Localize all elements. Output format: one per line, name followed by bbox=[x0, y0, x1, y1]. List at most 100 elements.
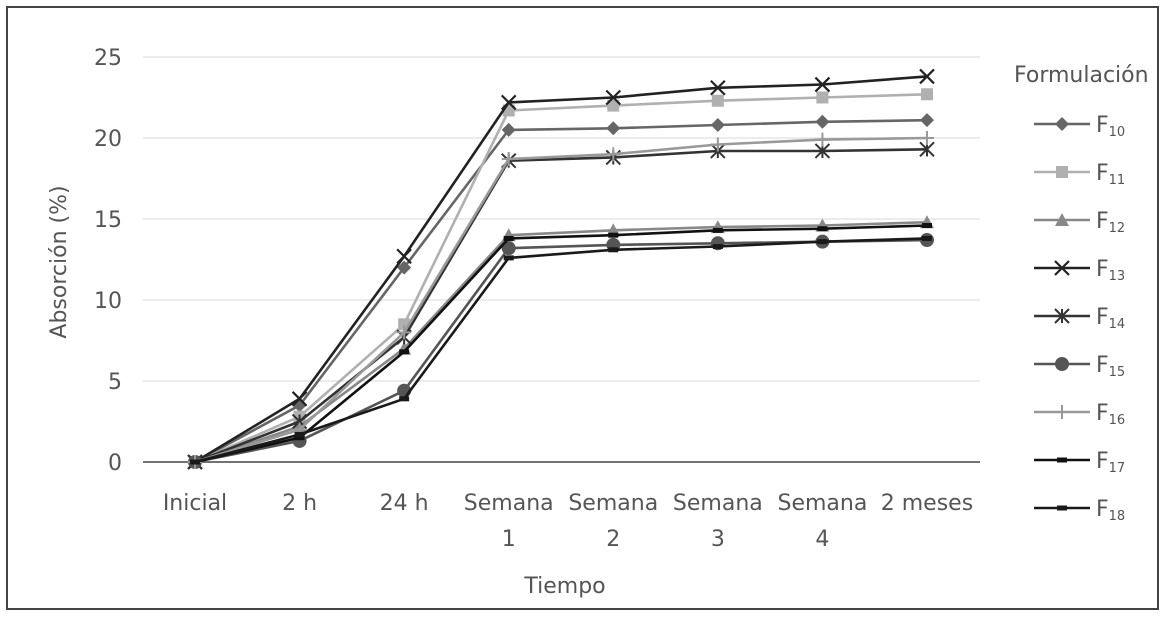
legend-item-f13[interactable]: F13 bbox=[1034, 257, 1125, 284]
legend-label-main: F bbox=[1096, 113, 1109, 138]
y-tick-label: 0 bbox=[108, 451, 122, 476]
data-point bbox=[606, 147, 621, 162]
x-tick-label: 3 bbox=[711, 527, 725, 552]
data-point bbox=[606, 121, 621, 136]
data-point bbox=[919, 68, 935, 85]
data-point bbox=[399, 396, 410, 402]
legend-marker bbox=[1054, 260, 1070, 276]
series-f13 bbox=[187, 68, 935, 470]
legend-label-main: F bbox=[1096, 257, 1109, 282]
data-point bbox=[291, 391, 308, 407]
data-point bbox=[502, 104, 515, 117]
x-tick-label: Semana bbox=[464, 491, 554, 516]
legend-marker bbox=[1055, 213, 1069, 226]
data-point bbox=[501, 122, 516, 137]
data-point bbox=[921, 222, 932, 228]
y-tick-label: 25 bbox=[94, 46, 122, 71]
legend-label-subscript: 11 bbox=[1109, 173, 1126, 188]
data-point bbox=[920, 88, 933, 101]
x-tick-label: Semana bbox=[568, 491, 658, 516]
data-point bbox=[921, 235, 932, 241]
x-tick-label: 1 bbox=[502, 527, 516, 552]
legend-item-f18[interactable]: F18 bbox=[1034, 497, 1125, 524]
y-tick-label: 15 bbox=[94, 208, 122, 233]
legend-label-main: F bbox=[1096, 161, 1109, 186]
data-point bbox=[816, 91, 829, 104]
y-axis-title: Absorción (%) bbox=[47, 185, 72, 338]
legend-label: F11 bbox=[1096, 161, 1125, 188]
x-tick-labels: Inicial 2 h 24 h Semana 1 Semana 2 Semana 3 Seman… bbox=[163, 491, 973, 552]
legend-label-subscript: 18 bbox=[1109, 509, 1126, 524]
data-point bbox=[815, 114, 830, 129]
legend-marker bbox=[1055, 117, 1069, 131]
series-line bbox=[194, 136, 928, 464]
legend-label-main: F bbox=[1096, 209, 1109, 234]
data-point bbox=[814, 76, 831, 93]
legend-label-subscript: 14 bbox=[1109, 317, 1126, 332]
legend-marker bbox=[1057, 505, 1067, 511]
legend-marker bbox=[1055, 405, 1069, 419]
series-lines bbox=[187, 68, 935, 470]
legend-label: F10 bbox=[1096, 113, 1125, 140]
y-tick-label: 10 bbox=[94, 289, 122, 314]
data-point bbox=[501, 152, 516, 167]
legend-label-subscript: 15 bbox=[1109, 365, 1126, 380]
legend-label: F16 bbox=[1096, 401, 1125, 428]
data-point bbox=[815, 132, 830, 147]
legend-item-f15[interactable]: F15 bbox=[1034, 353, 1125, 380]
data-point bbox=[190, 459, 200, 465]
data-point bbox=[919, 131, 934, 145]
legend-marker bbox=[1054, 308, 1070, 324]
data-point bbox=[397, 325, 412, 340]
data-point bbox=[711, 94, 724, 107]
legend-label-subscript: 16 bbox=[1109, 413, 1126, 428]
data-point bbox=[397, 260, 412, 275]
legend-label-subscript: 13 bbox=[1109, 269, 1126, 284]
data-point bbox=[294, 435, 305, 441]
x-tick-label: 24 h bbox=[380, 491, 429, 516]
data-point bbox=[500, 94, 517, 111]
legend-item-f16[interactable]: F16 bbox=[1034, 401, 1125, 428]
legend-label: F15 bbox=[1096, 353, 1125, 380]
legend-label-subscript: 17 bbox=[1109, 461, 1126, 476]
data-point bbox=[399, 349, 410, 355]
series-line bbox=[194, 75, 928, 464]
legend-label: F13 bbox=[1096, 257, 1125, 284]
data-point bbox=[503, 235, 514, 241]
legend-label-subscript: 12 bbox=[1109, 221, 1126, 236]
series-f18 bbox=[190, 235, 932, 465]
legend-label: F18 bbox=[1096, 497, 1125, 524]
legend-item-f11[interactable]: F11 bbox=[1034, 161, 1125, 188]
data-point bbox=[712, 227, 723, 233]
legend-label-main: F bbox=[1096, 353, 1109, 378]
y-tick-label: 20 bbox=[94, 127, 122, 152]
legend-label: F14 bbox=[1096, 305, 1125, 332]
data-point bbox=[607, 99, 620, 112]
legend-label: F12 bbox=[1096, 209, 1125, 236]
data-point bbox=[710, 80, 726, 96]
data-point bbox=[817, 226, 828, 232]
data-point bbox=[503, 255, 514, 261]
x-tick-label: Semana bbox=[777, 491, 867, 516]
legend-label-main: F bbox=[1096, 497, 1109, 522]
series-line bbox=[194, 224, 928, 464]
data-point bbox=[501, 241, 516, 256]
series-f11 bbox=[189, 88, 933, 468]
x-tick-label: 4 bbox=[815, 527, 829, 552]
legend-item-f10[interactable]: F10 bbox=[1034, 113, 1125, 140]
data-point bbox=[919, 113, 934, 128]
series-line bbox=[194, 93, 928, 464]
x-tick-label: 2 h bbox=[282, 491, 317, 516]
x-tick-label: Inicial bbox=[163, 491, 227, 516]
legend-title: Formulación bbox=[1014, 63, 1149, 88]
legend-item-f14[interactable]: F14 bbox=[1034, 305, 1125, 332]
x-tick-label: Semana bbox=[673, 491, 763, 516]
data-point bbox=[608, 232, 619, 238]
data-point bbox=[294, 431, 305, 437]
legend-label: F17 bbox=[1096, 449, 1125, 476]
legend-item-f12[interactable]: F12 bbox=[1034, 209, 1125, 236]
series-line bbox=[194, 148, 928, 464]
legend-item-f17[interactable]: F17 bbox=[1034, 449, 1125, 476]
